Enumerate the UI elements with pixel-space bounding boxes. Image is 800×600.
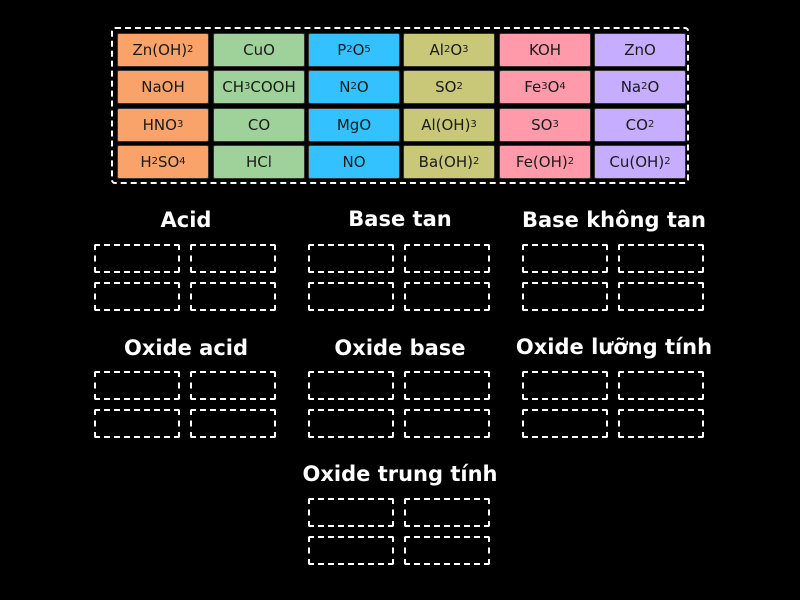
group-title: Oxide trung tính <box>302 462 498 486</box>
group-title: Oxide base <box>334 336 466 360</box>
formula-text: Fe(OH) <box>515 153 568 171</box>
formula-text: Zn(OH) <box>132 41 188 59</box>
drop-slot[interactable] <box>404 371 490 400</box>
drop-slot[interactable] <box>308 409 394 438</box>
formula-text: O <box>647 78 660 96</box>
formula-tile[interactable]: SO 2 <box>403 70 495 104</box>
drop-slot[interactable] <box>404 409 490 438</box>
formula-tile[interactable]: Fe 3 O 4 <box>499 70 591 104</box>
drop-slot[interactable] <box>190 282 276 311</box>
group-title: Oxide acid <box>123 336 249 360</box>
formula-text: O <box>547 78 560 96</box>
formula-text: CH <box>222 78 244 96</box>
formula-text: COOH <box>250 78 296 96</box>
formula-tile[interactable]: NaOH <box>117 70 209 104</box>
formula-tile[interactable]: Al(OH) 3 <box>403 108 495 142</box>
group-title: Oxide lưỡng tính <box>515 335 713 359</box>
drop-slot[interactable] <box>404 536 490 565</box>
drop-slot[interactable] <box>94 409 180 438</box>
formula-tile[interactable]: Cu(OH) 2 <box>594 145 686 179</box>
formula-text: HNO <box>142 116 177 134</box>
formula-tile[interactable]: Ba(OH) 2 <box>403 145 495 179</box>
formula-text: O <box>352 41 365 59</box>
formula-text: SO <box>531 116 553 134</box>
drop-slot[interactable] <box>94 244 180 273</box>
drop-slot[interactable] <box>404 244 490 273</box>
tile-bank: Zn(OH) 2 CuO P 2 O 5 Al 2 O 3 KOH ZnO NaOH CH 3 COOH N 2 O S… <box>111 27 689 184</box>
formula-tile[interactable]: ZnO <box>594 33 686 67</box>
formula-text: Al <box>429 41 444 59</box>
formula-text: MgO <box>336 116 372 134</box>
drop-slot[interactable] <box>522 409 608 438</box>
drop-slot[interactable] <box>308 498 394 527</box>
formula-text: H <box>140 153 152 171</box>
drop-slot[interactable] <box>522 282 608 311</box>
group-title: Base tan <box>348 207 452 231</box>
formula-text: Ba(OH) <box>418 153 473 171</box>
drop-slot[interactable] <box>308 536 394 565</box>
formula-tile[interactable]: CO 2 <box>594 108 686 142</box>
drop-slot[interactable] <box>618 282 704 311</box>
formula-text: Fe <box>524 78 542 96</box>
formula-text: P <box>337 41 347 59</box>
formula-text: ZnO <box>624 41 656 59</box>
drop-slot[interactable] <box>618 409 704 438</box>
formula-text: KOH <box>528 41 562 59</box>
formula-tile[interactable]: KOH <box>499 33 591 67</box>
formula-text: Cu(OH) <box>609 153 665 171</box>
formula-tile[interactable]: NO <box>308 145 400 179</box>
drop-slot[interactable] <box>308 371 394 400</box>
formula-tile[interactable]: Zn(OH) 2 <box>117 33 209 67</box>
formula-tile[interactable]: Fe(OH) 2 <box>499 145 591 179</box>
drop-slot[interactable] <box>190 244 276 273</box>
group-title: Base không tan <box>521 208 707 232</box>
formula-tile[interactable]: H 2 SO 4 <box>117 145 209 179</box>
drop-slot[interactable] <box>94 371 180 400</box>
drop-slot[interactable] <box>190 371 276 400</box>
formula-text: NO <box>342 153 366 171</box>
formula-tile[interactable]: Al 2 O 3 <box>403 33 495 67</box>
formula-text: HCl <box>246 153 272 171</box>
drop-slot[interactable] <box>404 282 490 311</box>
drop-slot[interactable] <box>94 282 180 311</box>
formula-text: N <box>339 78 351 96</box>
drop-slot[interactable] <box>190 409 276 438</box>
group-title: Acid <box>160 208 212 232</box>
formula-text: SO <box>157 153 180 171</box>
drop-slot[interactable] <box>522 244 608 273</box>
formula-text: Na <box>620 78 642 96</box>
formula-text: CuO <box>243 41 275 59</box>
formula-text: CO <box>247 116 271 134</box>
formula-text: NaOH <box>141 78 185 96</box>
formula-text: O <box>356 78 369 96</box>
drop-slot[interactable] <box>618 371 704 400</box>
formula-tile[interactable]: SO 3 <box>499 108 591 142</box>
drop-slot[interactable] <box>308 282 394 311</box>
drop-slot[interactable] <box>522 371 608 400</box>
formula-tile[interactable]: Na 2 O <box>594 70 686 104</box>
formula-text: CO <box>625 116 648 134</box>
drop-slot[interactable] <box>308 244 394 273</box>
drop-slot[interactable] <box>618 244 704 273</box>
formula-tile[interactable]: CO <box>213 108 305 142</box>
drop-slot[interactable] <box>404 498 490 527</box>
formula-text: O <box>450 41 463 59</box>
formula-text: SO <box>435 78 457 96</box>
formula-text: Al(OH) <box>421 116 471 134</box>
formula-tile[interactable]: CH 3 COOH <box>213 70 305 104</box>
formula-tile[interactable]: HNO 3 <box>117 108 209 142</box>
formula-tile[interactable]: MgO <box>308 108 400 142</box>
formula-tile[interactable]: CuO <box>213 33 305 67</box>
formula-tile[interactable]: HCl <box>213 145 305 179</box>
